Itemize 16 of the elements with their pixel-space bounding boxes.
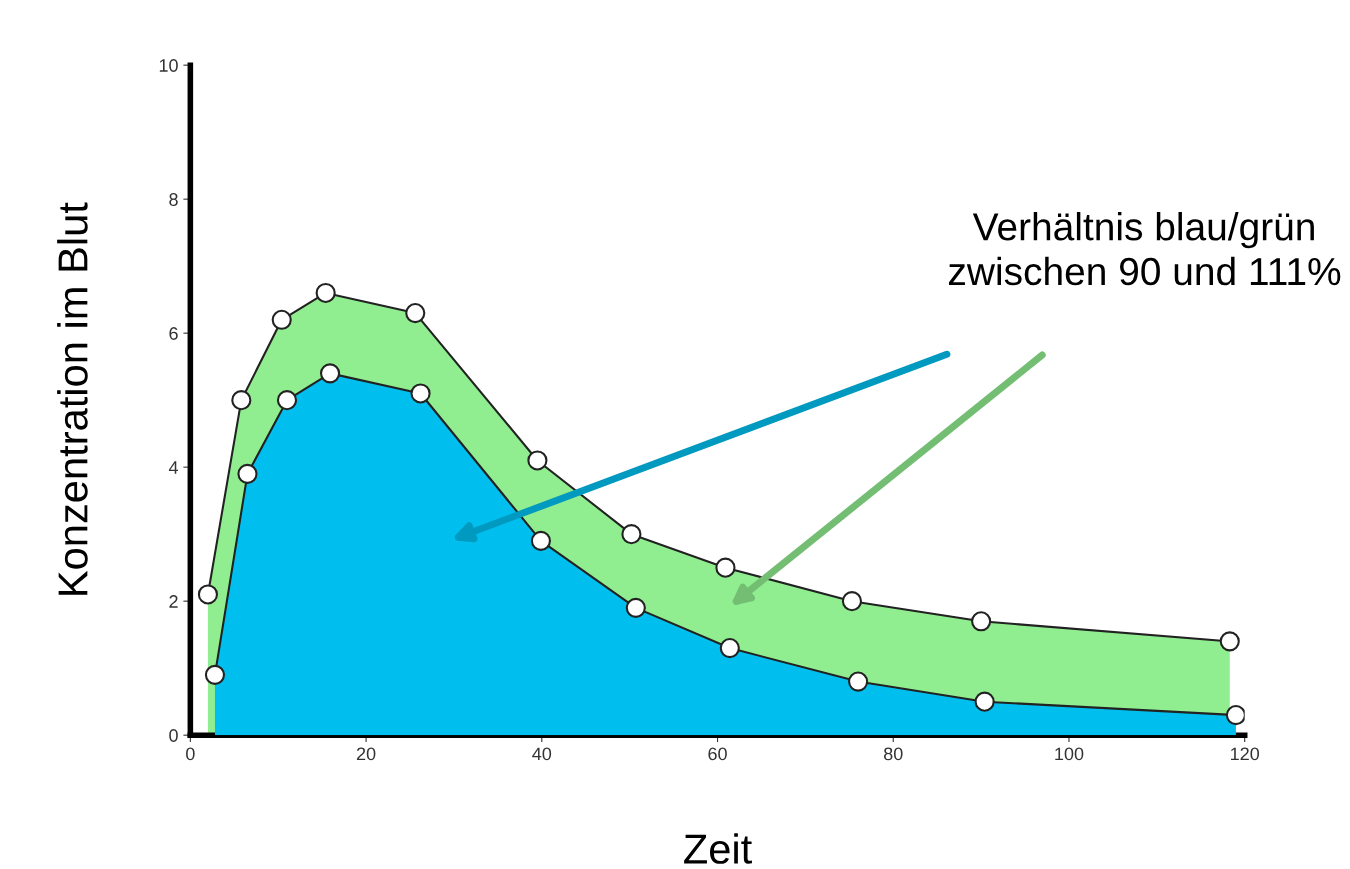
y-tick-label: 0 <box>169 729 178 742</box>
x-tick-label: 40 <box>532 747 552 761</box>
y-tick-label: 8 <box>169 193 178 206</box>
x-tick-label: 80 <box>883 747 903 761</box>
x-tick-label: 120 <box>1231 747 1260 761</box>
y-tick-label: 6 <box>169 327 178 340</box>
y-tick-label: 4 <box>168 461 179 474</box>
x-tick-label: 20 <box>356 747 376 761</box>
y-tick-label: 10 <box>159 59 178 72</box>
y-axis-title: Konzentration im Blut <box>57 202 88 595</box>
x-tick-label: 0 <box>186 747 195 761</box>
x-tick-label: 100 <box>1055 747 1084 761</box>
x-axis-title: Zeit <box>684 833 752 864</box>
y-tick-label: 2 <box>169 595 178 608</box>
annotation: Verhältnis blau/grün zwischen 90 und 111% <box>949 212 1341 286</box>
x-tick-label: 60 <box>708 747 727 761</box>
